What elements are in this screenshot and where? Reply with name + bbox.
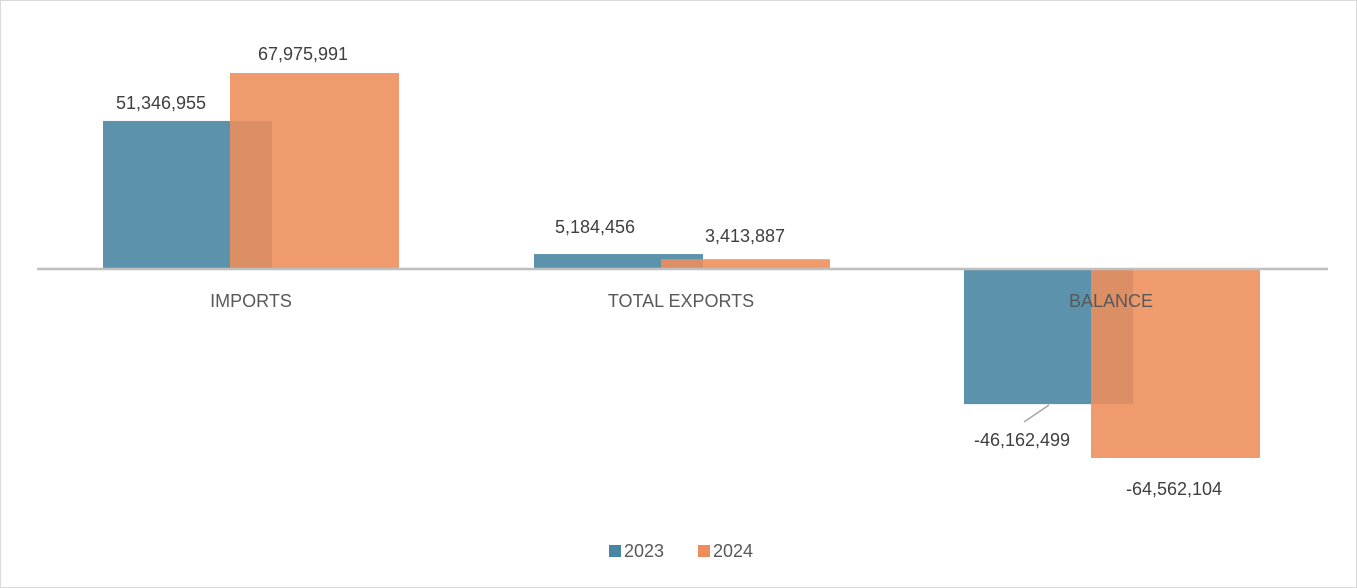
leader-line-2023-balance [1023, 404, 1050, 423]
value-label-2024-imports: 67,975,991 [258, 44, 348, 64]
value-label-2024-balance: -64,562,104 [1126, 479, 1222, 499]
bar-2023-total-exports [534, 254, 703, 269]
category-label-total-exports: TOTAL EXPORTS [608, 291, 754, 311]
legend-swatch-2023 [609, 545, 621, 557]
legend-label-2023: 2023 [624, 541, 664, 561]
category-label-balance: BALANCE [1069, 291, 1153, 311]
bar-2024-imports [230, 73, 399, 269]
category-labels: IMPORTS TOTAL EXPORTS BALANCE [210, 291, 1153, 311]
bar-2024-total-exports [661, 259, 830, 269]
value-label-2024-total-exports: 3,413,887 [705, 226, 785, 246]
leader-lines [1023, 404, 1050, 423]
value-label-2023-total-exports: 5,184,456 [555, 217, 635, 237]
legend: 2023 2024 [609, 541, 753, 561]
bar-2024-balance [1091, 269, 1260, 458]
legend-label-2024: 2024 [713, 541, 753, 561]
value-label-2023-balance: -46,162,499 [974, 430, 1070, 450]
value-label-2023-imports: 51,346,955 [116, 93, 206, 113]
legend-swatch-2024 [698, 545, 710, 557]
series-2024-bars [230, 73, 1260, 458]
category-label-imports: IMPORTS [210, 291, 292, 311]
value-labels: 51,346,955 5,184,456 -46,162,499 67,975,991… [116, 44, 1222, 499]
